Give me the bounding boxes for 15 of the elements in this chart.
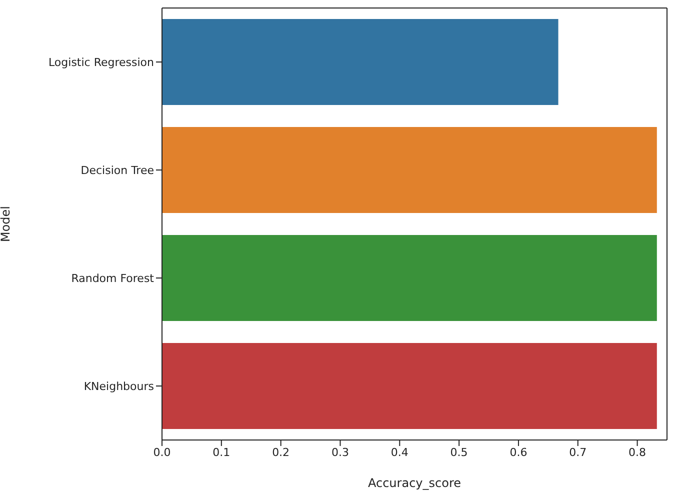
x-axis-title: Accuracy_score (368, 476, 462, 490)
x-tick-label: 0.6 (510, 446, 528, 459)
x-tick-label: 0.2 (272, 446, 290, 459)
x-tick-label: 0.5 (450, 446, 468, 459)
y-tick-label: KNeighbours (84, 380, 154, 393)
x-tick-label: 0.1 (212, 446, 230, 459)
x-tick-label: 0.7 (569, 446, 587, 459)
y-axis-title: Model (0, 206, 12, 242)
y-tick-label: Random Forest (71, 272, 155, 285)
y-tick-label: Decision Tree (80, 164, 154, 177)
y-tick-label: Logistic Regression (48, 56, 154, 69)
x-tick-label: 0.0 (153, 446, 171, 459)
x-tick-label: 0.3 (331, 446, 349, 459)
x-tick-label: 0.8 (628, 446, 646, 459)
x-tick-label: 0.4 (390, 446, 408, 459)
